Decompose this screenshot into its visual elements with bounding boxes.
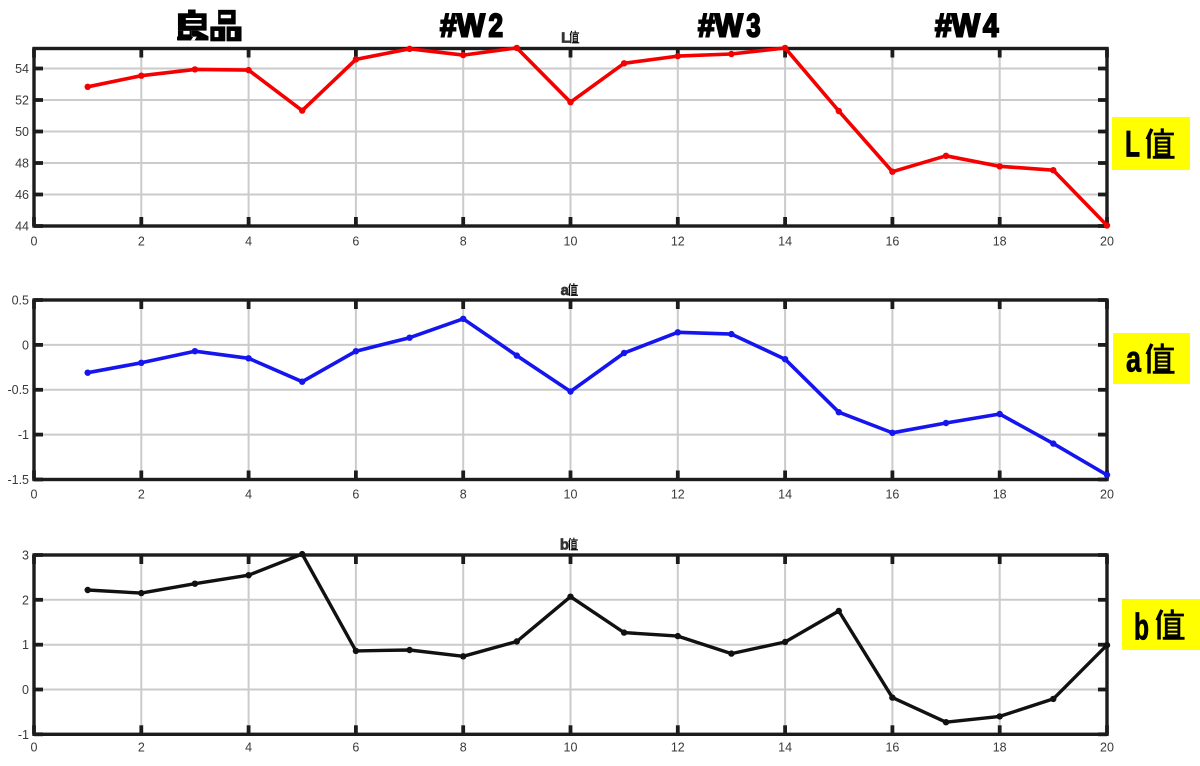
svg-text:18: 18 [993,235,1007,249]
svg-text:10: 10 [564,488,578,502]
svg-text:b: b [1134,607,1149,648]
svg-text:6: 6 [352,488,359,502]
svg-text:10: 10 [564,741,578,755]
svg-text:a: a [1126,339,1141,380]
svg-text:14: 14 [778,235,792,249]
svg-text:2: 2 [22,593,29,607]
svg-text:6: 6 [352,741,359,755]
svg-text:8: 8 [460,488,467,502]
svg-text:10: 10 [564,235,578,249]
svg-text:#W: #W [440,8,486,44]
svg-text:-0.5: -0.5 [7,383,29,397]
svg-text:14: 14 [778,488,792,502]
svg-text:#W: #W [698,8,744,44]
svg-text:20: 20 [1100,488,1114,502]
svg-text:18: 18 [993,488,1007,502]
svg-text:0: 0 [22,683,29,697]
svg-text:0: 0 [31,488,38,502]
svg-text:3: 3 [747,8,761,44]
svg-text:46: 46 [15,188,29,202]
svg-text:44: 44 [15,220,29,234]
svg-text:L: L [561,30,570,47]
svg-text:0: 0 [22,338,29,352]
svg-text:2: 2 [489,8,504,44]
svg-text:20: 20 [1100,235,1114,249]
svg-text:a: a [561,282,570,299]
svg-text:-1: -1 [18,428,29,442]
svg-text:6: 6 [352,235,359,249]
svg-text:4: 4 [983,8,999,44]
svg-text:-1: -1 [18,728,29,742]
svg-text:54: 54 [15,62,29,76]
svg-text:16: 16 [885,235,899,249]
svg-text:12: 12 [671,235,685,249]
svg-text:50: 50 [15,125,29,139]
svg-text:#W: #W [935,8,981,44]
svg-text:3: 3 [22,549,29,563]
svg-text:-1.5: -1.5 [7,473,29,487]
svg-text:1: 1 [22,638,29,652]
svg-text:4: 4 [245,235,252,249]
svg-text:18: 18 [993,741,1007,755]
svg-text:14: 14 [778,741,792,755]
svg-text:b: b [560,537,569,554]
svg-text:4: 4 [245,741,252,755]
svg-text:L: L [1125,124,1140,165]
svg-text:48: 48 [15,157,29,171]
svg-text:20: 20 [1100,741,1114,755]
svg-text:8: 8 [460,235,467,249]
svg-text:0: 0 [31,741,38,755]
svg-text:4: 4 [245,488,252,502]
svg-text:2: 2 [138,488,145,502]
svg-text:2: 2 [138,741,145,755]
svg-text:2: 2 [138,235,145,249]
svg-text:0.5: 0.5 [12,294,29,308]
svg-text:12: 12 [671,488,685,502]
svg-text:0: 0 [31,235,38,249]
svg-text:16: 16 [885,488,899,502]
svg-text:16: 16 [885,741,899,755]
svg-text:52: 52 [15,94,29,108]
svg-text:8: 8 [460,741,467,755]
svg-text:12: 12 [671,741,685,755]
